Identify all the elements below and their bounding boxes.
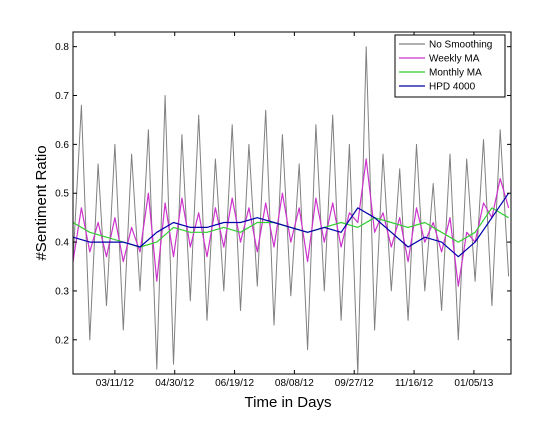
x-tick-label: 08/08/12 — [275, 378, 314, 389]
x-tick-label: 03/11/12 — [96, 378, 135, 389]
y-axis-label: #Sentiment Ratio — [33, 145, 50, 260]
y-tick-label: 0.7 — [55, 91, 69, 102]
y-tick-label: 0.3 — [55, 286, 69, 297]
legend-label: Weekly MA — [429, 54, 480, 65]
x-tick-label: 11/16/12 — [395, 378, 434, 389]
y-tick-label: 0.6 — [55, 140, 69, 151]
legend-label: HPD 4000 — [429, 82, 476, 93]
series-line-3 — [72, 192, 510, 258]
y-tick-label: 0.2 — [55, 335, 69, 346]
legend: No Smoothing Weekly MA Monthly MA HPD 4000 — [394, 34, 506, 98]
series-line-1 — [72, 158, 510, 287]
y-axis: 0.2 0.3 0.4 0.5 0.6 0.7 0.8 — [55, 42, 511, 346]
legend-box — [394, 34, 506, 98]
plot-frame — [72, 31, 512, 375]
series-line-0 — [72, 46, 510, 375]
legend-label: Monthly MA — [429, 68, 482, 79]
y-tick-label: 0.5 — [55, 189, 69, 200]
x-axis: 03/11/12 04/30/12 06/19/12 08/08/12 09/27/12… — [96, 32, 494, 389]
y-tick-label: 0.8 — [55, 42, 69, 53]
x-axis-label: Time in Days — [245, 394, 332, 411]
x-tick-label: 09/27/12 — [335, 378, 374, 389]
x-tick-label: 04/30/12 — [155, 378, 194, 389]
x-tick-label: 06/19/12 — [215, 378, 254, 389]
x-tick-label: 01/05/13 — [454, 378, 493, 389]
series-layer — [72, 46, 510, 375]
legend-label: No Smoothing — [429, 40, 492, 51]
y-tick-label: 0.4 — [55, 238, 69, 249]
